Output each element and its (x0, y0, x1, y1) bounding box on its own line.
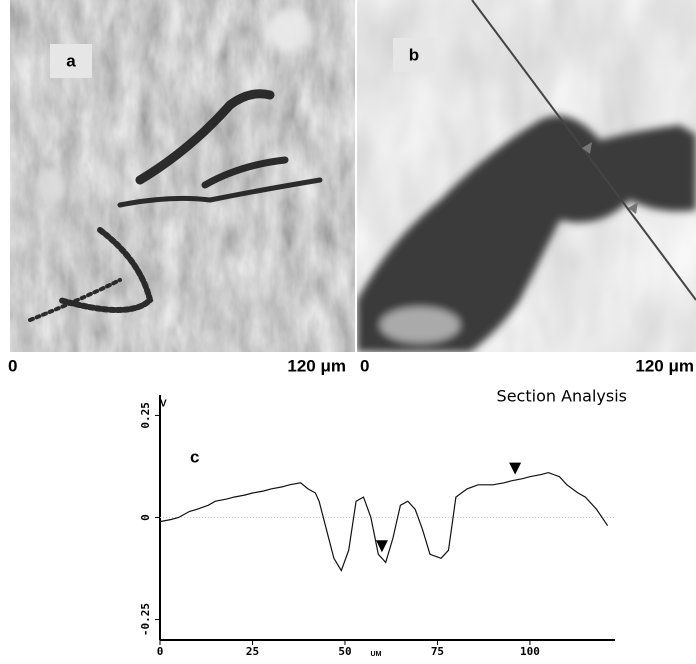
y-tick-label: 0 (139, 514, 152, 521)
page: a b 0 120 μm 0 120 μm Section Analysis c… (0, 0, 696, 664)
y-tick-label: -0.25 (139, 603, 152, 636)
cursor-marker (509, 463, 521, 475)
x-tick-label: 100 (520, 645, 540, 658)
y-tick-label: 0.25 (139, 402, 152, 429)
panel-label: b (409, 45, 419, 64)
x-tick-label: 75 (431, 645, 444, 658)
x-tick-label: 0 (157, 645, 164, 658)
figure: a b 0 120 μm 0 120 μm Section Analysis c… (0, 0, 696, 659)
profile-line (160, 473, 608, 571)
scale-end: 120 μm (287, 356, 346, 375)
chart-title: Section Analysis (497, 387, 627, 406)
x-tick-label: 25 (246, 645, 259, 658)
x-tick-label: 50 (338, 645, 351, 658)
scale-start: 0 (360, 356, 369, 375)
x-axis-label: UM (371, 651, 382, 658)
scale-end: 120 μm (635, 356, 694, 375)
scale-start: 0 (8, 356, 17, 375)
panel-label: c (190, 447, 199, 466)
panel-label: a (66, 51, 76, 70)
y-axis-label: V (160, 399, 167, 410)
